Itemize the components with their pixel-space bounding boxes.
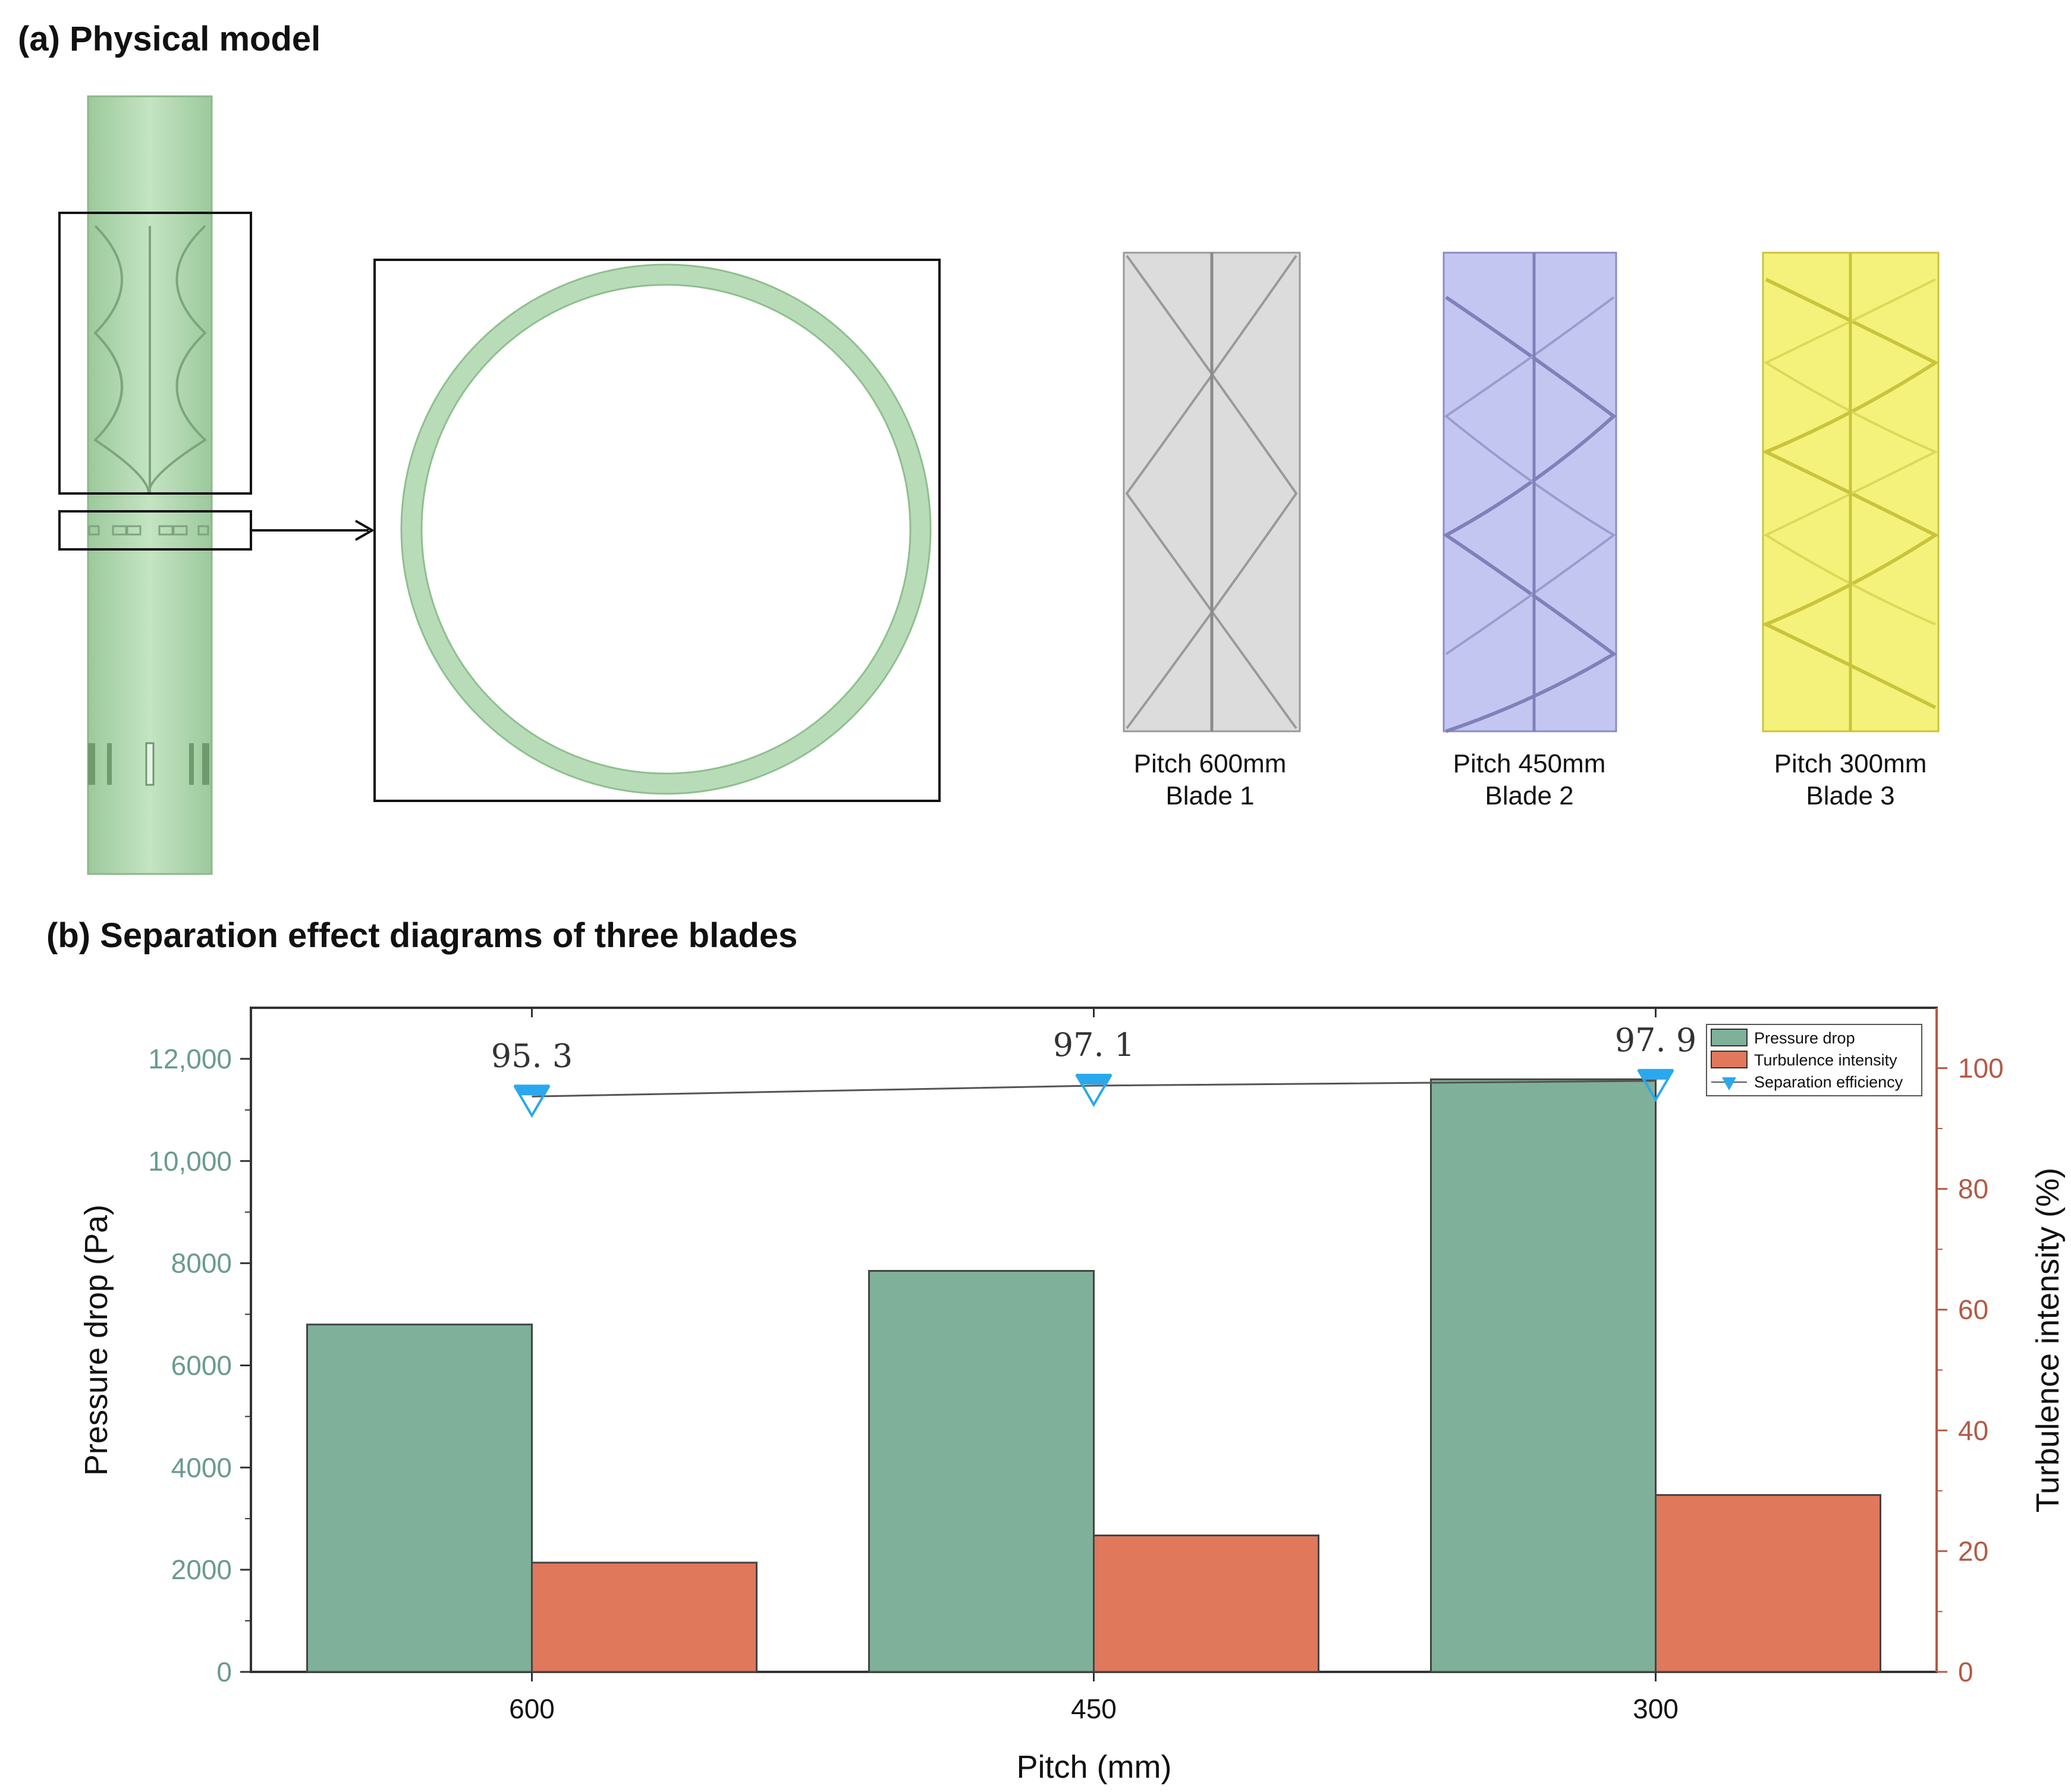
legend-label-turbulence: Turbulence intensity bbox=[1754, 1051, 1897, 1069]
efficiency-marker-fill bbox=[514, 1084, 550, 1096]
efficiency-data-label: 97. 9 bbox=[1615, 1021, 1696, 1059]
efficiency-line-group: 95. 3 97. 1 97. 9 bbox=[491, 1021, 1696, 1118]
y-tick-label: 0 bbox=[216, 1656, 232, 1687]
physical-model-figure bbox=[58, 95, 1940, 875]
pressure-drop-bar bbox=[868, 1270, 1095, 1673]
panel-b-title: (b) Separation effect diagrams of three … bbox=[46, 916, 798, 955]
y-tick-label: 6000 bbox=[171, 1350, 232, 1381]
efficiency-marker-fill bbox=[1638, 1068, 1674, 1080]
y2-tick-label: 100 bbox=[1958, 1053, 2004, 1084]
blade-2-model bbox=[1443, 251, 1617, 733]
efficiency-marker-fill bbox=[1076, 1073, 1112, 1084]
cross-section-view bbox=[373, 259, 941, 802]
right-axis: 0 20 40 60 80 100 bbox=[1935, 1008, 2004, 1687]
turbulence-bar bbox=[1655, 1494, 1881, 1673]
x-axis: 600 450 300 bbox=[509, 1008, 1679, 1724]
blade-1-caption: Pitch 600mm Blade 1 bbox=[1073, 748, 1347, 812]
y-tick-label: 4000 bbox=[171, 1452, 232, 1483]
y2-tick-label: 20 bbox=[1958, 1536, 1988, 1567]
blade-3-pitch: Pitch 300mm bbox=[1774, 749, 1927, 778]
blade-3-name: Blade 3 bbox=[1806, 781, 1895, 810]
legend-label-pressure: Pressure drop bbox=[1754, 1029, 1855, 1047]
separation-efficiency-line bbox=[532, 1080, 1656, 1098]
blade-3-caption: Pitch 300mm Blade 3 bbox=[1714, 748, 1987, 812]
left-axis: 0 2000 4000 6000 8000 10,000 12,000 bbox=[148, 1043, 251, 1687]
pressure-drop-bar bbox=[306, 1323, 533, 1673]
panel-a-title: (a) Physical model bbox=[18, 20, 321, 58]
legend-marker-icon bbox=[1722, 1077, 1736, 1090]
blade-3-model bbox=[1761, 251, 1940, 732]
blade-1-model bbox=[1123, 251, 1301, 732]
pipe-model bbox=[87, 95, 213, 875]
pressure-drop-bar bbox=[1430, 1078, 1657, 1673]
arrow-head-icon bbox=[355, 520, 375, 541]
efficiency-data-label: 97. 1 bbox=[1053, 1026, 1135, 1064]
legend-swatch-pressure bbox=[1711, 1029, 1748, 1046]
turbulence-bar bbox=[1093, 1535, 1319, 1673]
y2-tick-label: 40 bbox=[1958, 1415, 1988, 1446]
efficiency-data-label: 95. 3 bbox=[491, 1037, 573, 1074]
blade-2-name: Blade 2 bbox=[1485, 781, 1574, 810]
legend-swatch-turbulence bbox=[1711, 1051, 1748, 1068]
pipe-holes bbox=[88, 525, 209, 536]
legend-label-efficiency: Separation efficiency bbox=[1754, 1073, 1903, 1091]
y-tick-label: 2000 bbox=[171, 1554, 232, 1585]
x-axis-title: Pitch (mm) bbox=[1017, 1749, 1172, 1785]
turbulence-bar bbox=[531, 1561, 758, 1673]
blade-2-pitch: Pitch 450mm bbox=[1453, 749, 1606, 778]
x-tick-label: 600 bbox=[509, 1693, 555, 1724]
bars bbox=[306, 1078, 1881, 1673]
blade-1-pitch: Pitch 600mm bbox=[1133, 749, 1287, 778]
y2-axis-title: Turbulence intensity (%) bbox=[2030, 1168, 2066, 1513]
y-tick-label: 8000 bbox=[171, 1248, 232, 1279]
y-tick-label: 12,000 bbox=[148, 1043, 232, 1074]
y2-tick-label: 60 bbox=[1958, 1294, 1988, 1325]
x-tick-label: 300 bbox=[1633, 1693, 1679, 1724]
pipe-slots bbox=[88, 742, 209, 786]
legend: Pressure drop Turbulence intensity Separ… bbox=[1706, 1024, 1922, 1096]
y2-tick-label: 0 bbox=[1958, 1656, 1973, 1687]
y-axis-title: Pressure drop (Pa) bbox=[78, 1205, 114, 1476]
x-tick-label: 450 bbox=[1071, 1693, 1117, 1724]
blade-2-caption: Pitch 450mm Blade 2 bbox=[1393, 748, 1666, 812]
y-tick-label: 10,000 bbox=[148, 1146, 232, 1177]
y2-tick-label: 80 bbox=[1958, 1174, 1988, 1205]
zoom-box-blade bbox=[58, 212, 252, 495]
blade-1-name: Blade 1 bbox=[1165, 781, 1255, 810]
